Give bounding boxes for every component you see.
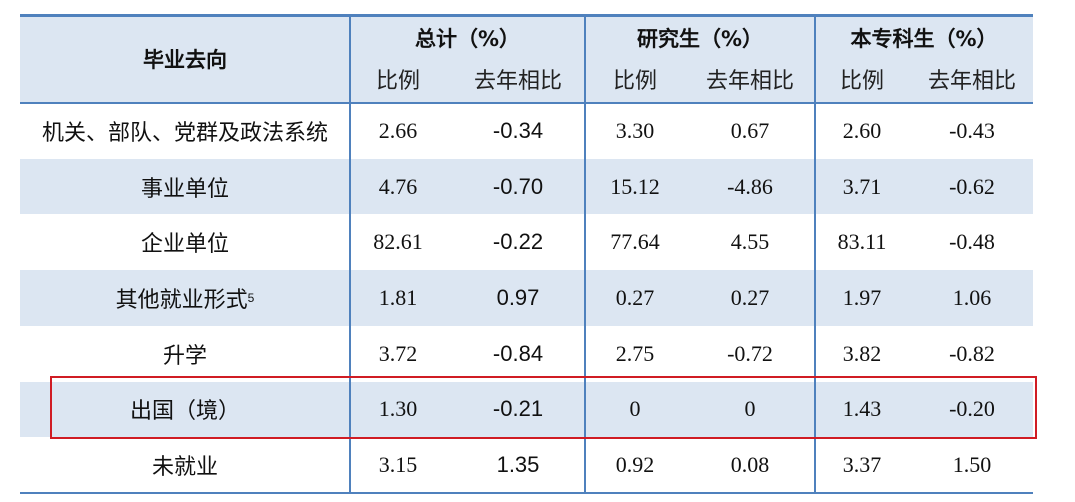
row-label: 事业单位 [140,175,229,201]
value-cell: 0 [629,396,641,422]
value-cell: 1.81 [378,284,418,310]
value-cell: -0.34 [492,117,544,143]
footnote-mark: 5 [247,290,255,305]
column-divider [584,15,586,493]
sub-header: 比例 [375,68,420,93]
value-cell: -0.21 [492,396,544,422]
value-cell: 82.61 [373,229,423,255]
value-cell: -0.20 [949,396,995,422]
value-cell: 15.12 [610,173,660,199]
column-divider [814,15,816,493]
value-cell: 0.08 [730,452,770,478]
row-bg [20,381,1033,438]
value-cell: 0.67 [730,117,770,143]
value-cell: -0.82 [949,340,995,366]
row-label: 企业单位 [140,231,229,257]
sub-header: 去年相比 [473,68,562,93]
top-rule [20,14,1033,17]
group-title: 研究生（%） [636,27,764,51]
value-cell: 0.27 [615,284,655,310]
row-label: 升学 [162,342,207,368]
value-cell: 3.37 [842,452,882,478]
value-cell: 77.64 [610,229,660,255]
value-cell: 3.30 [615,117,655,143]
group-title: 本专科生（%） [850,27,998,51]
value-cell: -0.43 [949,117,995,143]
highlight-box [50,376,1037,439]
value-cell: 1.97 [842,284,882,310]
value-cell: 3.82 [842,340,882,366]
value-cell: 4.55 [730,229,770,255]
value-cell: 4.76 [378,173,418,199]
value-cell: 1.43 [842,396,882,422]
header-rule [20,102,1033,104]
header-bg [20,15,1033,103]
value-cell: 2.60 [842,117,882,143]
value-cell: -4.86 [727,173,773,199]
value-cell: -0.48 [949,229,995,255]
value-cell: -0.84 [492,340,544,366]
row-bg [20,158,1033,215]
row-label: 出国（境） [129,398,240,424]
value-cell: 1.30 [378,396,418,422]
value-cell: 2.75 [615,340,655,366]
value-cell: -0.70 [492,173,544,199]
value-cell: -0.72 [727,340,773,366]
sub-header: 比例 [612,68,657,93]
value-cell: 2.66 [378,117,418,143]
value-cell: 3.72 [378,340,418,366]
value-cell: 0.27 [730,284,770,310]
value-cell: 0.97 [496,284,540,310]
row-label: 其他就业形式 5 [115,286,255,312]
value-cell: 3.71 [842,173,882,199]
value-cell: -0.22 [492,229,544,255]
sub-header: 去年相比 [927,68,1016,93]
value-cell: 1.50 [952,452,992,478]
sub-header: 去年相比 [705,68,794,93]
row-label: 未就业 [151,454,218,480]
value-cell: 1.06 [952,284,992,310]
value-cell: 1.35 [496,452,540,478]
value-cell: 3.15 [378,452,418,478]
group-title: 总计（%） [414,27,521,51]
value-cell: 0.92 [615,452,655,478]
row-bg [20,270,1033,326]
row-label: 机关、部队、党群及政法系统 [41,119,328,145]
column-divider [349,15,351,493]
header-label: 毕业去向 [143,48,227,72]
value-cell: 0 [744,396,756,422]
value-cell: -0.62 [949,173,995,199]
bottom-rule [20,491,1033,494]
value-cell: 83.11 [837,229,887,255]
sub-header: 比例 [839,68,884,93]
